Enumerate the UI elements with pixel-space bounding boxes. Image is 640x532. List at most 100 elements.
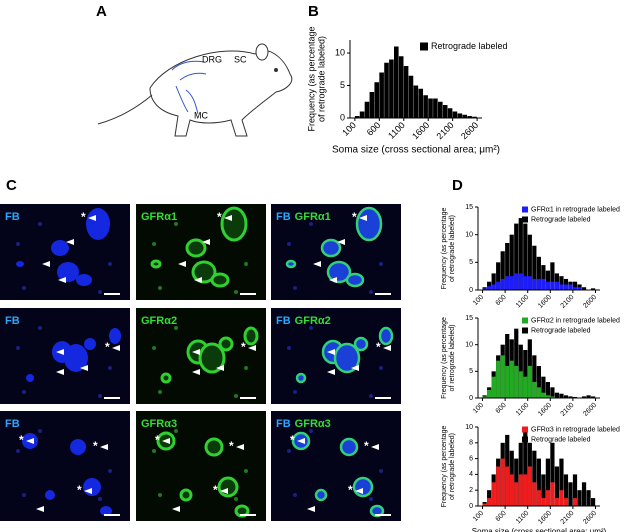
bar — [487, 498, 492, 506]
x-tick-label: 1100 — [515, 510, 531, 526]
arrowhead — [224, 215, 232, 221]
arrowhead — [351, 365, 359, 371]
cell — [179, 488, 193, 502]
bar — [505, 466, 510, 506]
bar — [523, 474, 528, 506]
cell — [160, 372, 172, 384]
bar — [559, 276, 564, 290]
panel-label: B — [308, 3, 319, 20]
bar — [545, 395, 550, 398]
y-tick-label: 0 — [340, 112, 345, 122]
bar — [374, 82, 380, 118]
x-tick-label: 100 — [472, 402, 485, 415]
bar — [581, 482, 587, 506]
x-tick-label: 1600 — [410, 120, 431, 141]
y-tick-label: 4 — [469, 471, 473, 478]
bar — [541, 278, 546, 290]
x-tick-label: 2600 — [459, 120, 480, 141]
x-tick-label: 2100 — [560, 294, 576, 310]
bar — [514, 482, 519, 506]
cell — [314, 488, 328, 502]
arrowhead — [192, 369, 200, 375]
y-axis-label: of retrograde labeled) — [449, 433, 456, 500]
bar — [523, 276, 528, 290]
y-tick-label: 15 — [465, 204, 473, 211]
bar — [536, 387, 541, 398]
anatomy-label: MC — [194, 110, 208, 120]
bar — [491, 376, 496, 398]
bar — [532, 278, 537, 290]
bar — [482, 396, 487, 398]
bar — [559, 490, 564, 506]
bar — [532, 382, 537, 398]
asterisk: * — [241, 340, 246, 354]
arrowhead — [42, 261, 50, 267]
bar — [545, 490, 550, 506]
bar — [559, 458, 564, 506]
cell — [243, 326, 259, 346]
channel-label: FB — [5, 211, 20, 223]
panel-label: C — [6, 177, 17, 194]
speck — [158, 390, 162, 394]
asterisk: * — [348, 483, 353, 497]
bar — [541, 265, 546, 290]
legend-swatch — [420, 42, 428, 51]
bar — [364, 101, 370, 118]
x-tick-label: 600 — [495, 402, 508, 415]
bar — [523, 427, 528, 506]
cell — [220, 206, 248, 242]
cell — [86, 208, 110, 240]
speck — [152, 242, 156, 246]
arrowhead — [88, 215, 96, 221]
speck — [158, 286, 162, 290]
speck — [38, 326, 42, 330]
speck — [379, 366, 383, 370]
bar — [554, 281, 560, 290]
cell — [210, 272, 230, 288]
cell — [100, 506, 112, 516]
arrowhead — [307, 506, 315, 512]
cell — [198, 342, 226, 374]
bar — [482, 503, 487, 506]
bar — [514, 328, 519, 398]
speck — [108, 366, 112, 370]
speck — [287, 346, 291, 350]
bar — [550, 281, 555, 290]
arrowhead — [355, 488, 363, 494]
cell — [378, 326, 394, 346]
y-tick-label: 0 — [469, 395, 473, 402]
cell — [84, 338, 96, 350]
x-tick-label: 100 — [472, 510, 485, 523]
x-tick-label: 2100 — [435, 120, 456, 141]
asterisk: * — [77, 483, 82, 497]
bar — [563, 498, 569, 506]
asterisk: * — [364, 439, 369, 453]
speck — [38, 222, 42, 226]
speck — [108, 469, 112, 473]
legend-label: Retrograde labeled — [531, 327, 591, 334]
micrograph: * — [271, 308, 401, 404]
legend-label: Retrograde labeled — [531, 216, 591, 223]
legend-swatch — [522, 216, 528, 223]
speck — [152, 346, 156, 350]
bar — [554, 466, 560, 506]
arrowhead — [172, 506, 180, 512]
bar — [563, 474, 569, 506]
cell — [333, 342, 361, 374]
bar — [467, 116, 472, 118]
arrowhead — [220, 488, 228, 494]
bar — [413, 85, 419, 118]
channel-label: FB GFRα3 — [276, 418, 331, 430]
speck — [369, 394, 373, 398]
arrowhead — [327, 369, 335, 375]
bar — [514, 273, 519, 290]
bar — [536, 366, 541, 398]
asterisk: * — [155, 433, 160, 447]
asterisk: * — [290, 433, 295, 447]
cell — [51, 240, 69, 256]
x-tick-label: 2600 — [582, 294, 598, 310]
speck — [16, 346, 20, 350]
bar — [509, 234, 514, 290]
bar — [523, 350, 528, 398]
bar — [568, 482, 573, 506]
